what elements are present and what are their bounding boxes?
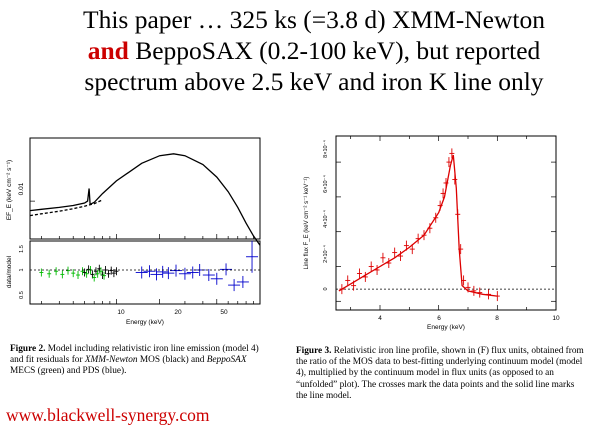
- figure-2-plot: EF_E (keV cm⁻² s⁻¹) 0.01 data/model 1.5 …: [6, 137, 261, 326]
- fig3-xtick-4: 4: [378, 315, 382, 322]
- fig2-caption-text-c: MECS (green) and PDS (blue).: [10, 366, 127, 377]
- fig3-ticks: [336, 136, 556, 310]
- fig2-caption-em-2: BeppoSAX: [206, 355, 247, 366]
- fig2-bottom-ticks: [41, 299, 254, 304]
- fig3-xtick-8: 8: [495, 315, 499, 322]
- fig2-top-ytick: 0.01: [18, 182, 25, 195]
- title-line-3: spectrum above 2.5 keV and iron K line o…: [84, 67, 544, 96]
- fig2-xtick-20: 20: [174, 309, 182, 316]
- fig3-xtick-6: 6: [437, 315, 441, 322]
- fig3-ytick-8e-4: 8×10⁻⁴: [322, 140, 329, 158]
- fig3-marks: [338, 148, 500, 302]
- fig3-xtick-10: 10: [552, 315, 560, 322]
- fig2-caption-em-1: XMM-Newton: [84, 355, 138, 366]
- fig2-caption-text-a: Model including relativistic iron line e…: [10, 344, 259, 366]
- title-line-2-rest: BeppoSAX (0.2-100 keV), but reported: [128, 36, 541, 65]
- fig2-ytick-0-5: 0.5: [19, 291, 25, 299]
- fig2-xtick-10: 10: [117, 309, 125, 316]
- blackwell-synergy-link[interactable]: www.blackwell-synergy.com: [6, 405, 210, 425]
- figure-3-caption: Figure 3. Relativistic iron line profile…: [296, 346, 584, 402]
- figure-2-caption: Figure 2. Model including relativistic i…: [10, 344, 272, 378]
- fig3-ytick-0: 0: [323, 287, 329, 290]
- fig2-top-ylabel: EF_E (keV cm⁻² s⁻¹): [6, 160, 13, 220]
- fig2-top-marks: [29, 153, 261, 246]
- fig2-caption-label: Figure 2.: [10, 344, 46, 354]
- title-emphasis-and: and: [87, 36, 129, 65]
- fig3-ylabel: Line flux F_E (keV cm⁻² s⁻¹ keV⁻¹): [304, 177, 310, 270]
- fig2-caption-text-b: MOS (black) and: [137, 355, 207, 366]
- fig2-xtick-50: 50: [220, 309, 228, 316]
- fig3-ytick-2e-4: 2×10⁻⁴: [322, 245, 329, 263]
- title-line-2: and BeppoSAX (0.2-100 keV), but reported: [34, 35, 594, 66]
- fig2-xlabel: Energy (keV): [126, 319, 164, 326]
- fig2-ytick-1-5: 1.5: [19, 245, 25, 253]
- fig2-model-curve: [29, 153, 261, 246]
- fig3-ytick-4e-4: 4×10⁻⁴: [322, 210, 329, 228]
- fig2-bottom-marks: [39, 240, 259, 292]
- fig2-ytick-1: 1: [19, 268, 25, 271]
- fig3-caption-text: Relativistic iron line profile, shown in…: [296, 346, 584, 401]
- fig3-caption-label: Figure 3.: [296, 346, 332, 356]
- fig3-xlabel: Energy (keV): [427, 324, 465, 331]
- slide-title: This paper … 325 ks (=3.8 d) XMM-Newton …: [34, 4, 594, 97]
- title-line-1: This paper … 325 ks (=3.8 d) XMM-Newton: [83, 5, 545, 34]
- fig2-bottom-frame: [29, 240, 261, 305]
- fig2-top-frame: [29, 137, 261, 240]
- fig3-line-model: [338, 154, 498, 297]
- fig2-continuum-curve: [29, 199, 103, 217]
- fig2-top-ticks: [30, 200, 254, 239]
- fig3-ytick-6e-4: 6×10⁻⁴: [322, 175, 329, 193]
- fig2-bottom-ylabel: data/model: [6, 255, 13, 288]
- figure-3-plot: Line flux F_E (keV cm⁻² s⁻¹ keV⁻¹) 0 2×1…: [304, 135, 560, 331]
- fig3-frame: [335, 135, 557, 311]
